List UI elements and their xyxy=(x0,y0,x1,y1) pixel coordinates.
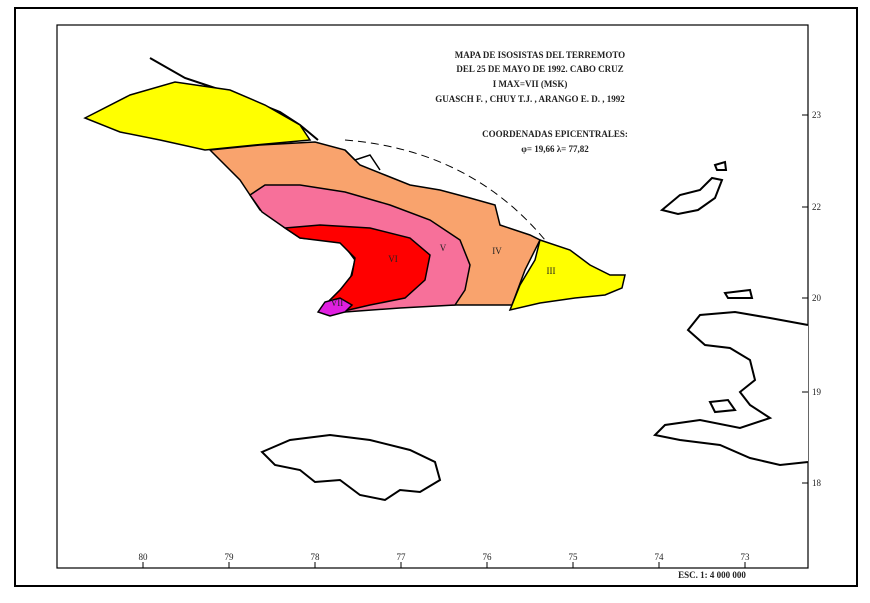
island xyxy=(652,310,809,467)
isoseismal-arc xyxy=(344,139,546,241)
zone-label: VI xyxy=(388,254,398,264)
zone-label: III xyxy=(547,266,556,276)
map-title: MAPA DE ISOSISTAS DEL TERREMOTO xyxy=(455,50,625,60)
map-title: I MAX=VII (MSK) xyxy=(493,79,568,89)
epicenter-coordinates: φ= 19,66 λ= 77,82 xyxy=(521,144,589,154)
lon-label: 73 xyxy=(741,552,751,562)
zone-label: IV xyxy=(492,246,502,256)
lon-label: 80 xyxy=(139,552,149,562)
lon-label: 79 xyxy=(225,552,235,562)
outer-frame xyxy=(14,7,858,587)
map-title: DEL 25 DE MAYO DE 1992. CABO CRUZ xyxy=(456,64,623,74)
zone-vii xyxy=(316,297,354,317)
lat-label: 22 xyxy=(812,202,821,212)
island xyxy=(708,398,737,414)
graticule: 23 22 20 19 18 80 79 78 77 76 75 74 73 xyxy=(139,110,822,568)
island xyxy=(260,433,442,502)
lon-label: 76 xyxy=(483,552,493,562)
zone-west xyxy=(83,81,312,151)
lat-label: 20 xyxy=(812,293,822,303)
lon-label: 74 xyxy=(655,552,665,562)
map-frame xyxy=(56,24,809,569)
map-scale: ESC. 1: 4 000 000 xyxy=(678,570,746,580)
island xyxy=(713,160,728,171)
lat-label: 19 xyxy=(812,387,822,397)
epicenter-heading: COORDENADAS EPICENTRALES: xyxy=(482,129,628,139)
island xyxy=(723,288,754,299)
map-authors: GUASCH F. , CHUY T.J. , ARANGO E. D. , 1… xyxy=(435,94,625,104)
lat-label: 23 xyxy=(812,110,822,120)
lon-label: 78 xyxy=(311,552,321,562)
zone-label: VII xyxy=(331,298,344,308)
lon-label: 75 xyxy=(569,552,579,562)
zone-label: V xyxy=(440,243,447,253)
lat-label: 18 xyxy=(812,478,822,488)
coastline xyxy=(344,149,381,171)
zone-iii xyxy=(508,239,626,312)
lon-label: 77 xyxy=(397,552,407,562)
island xyxy=(659,176,724,216)
zone-vi xyxy=(282,224,431,313)
